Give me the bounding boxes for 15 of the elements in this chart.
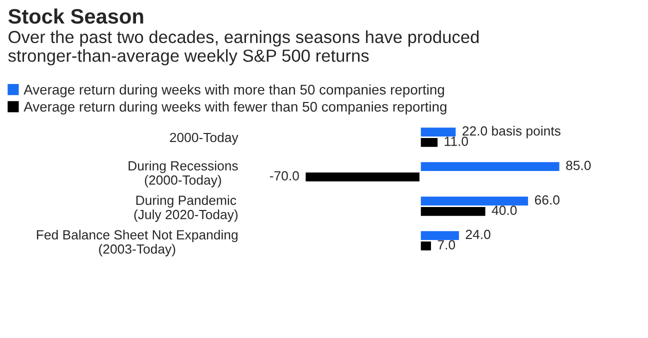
data-label: -70.0	[270, 171, 299, 180]
data-label: 40.0	[492, 206, 517, 215]
y-tick-label: Fed Balance Sheet Not Expanding (2003-Today)	[36, 230, 238, 256]
data-label: 11.0	[444, 136, 468, 146]
data-label: 24.0	[466, 230, 490, 240]
chart-subtitle: Over the past two decades, earnings seasons have produced stronger-than-average weekly S&P 500 returns	[8, 30, 479, 66]
data-label: 66.0	[534, 195, 560, 205]
data-label: 85.0	[566, 160, 591, 170]
text: Stock Season	[8, 8, 144, 24]
y-tick-label: During Recessions (2000-Today)	[128, 160, 238, 188]
legend-label: Average return during weeks with fewer than 50 companies reporting	[24, 101, 446, 114]
data-label: 7.0	[438, 240, 456, 250]
y-tick-label: 2000-Today	[170, 132, 238, 145]
y-tick-label: During Pandemic (July 2020-Today)	[134, 195, 238, 222]
legend-label: Average return during weeks with more than 50 companies reporting	[24, 84, 444, 98]
